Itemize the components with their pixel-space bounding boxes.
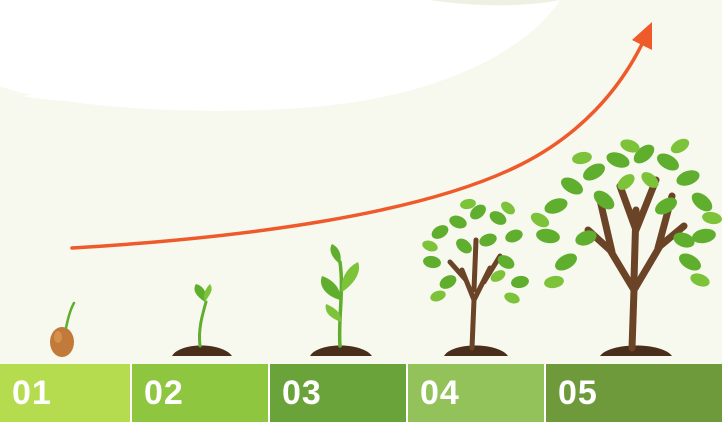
seed-icon xyxy=(50,301,76,357)
stage-2-segment: 02 xyxy=(132,364,270,422)
stage-1-label: 01 xyxy=(12,373,52,412)
stage-3-segment: 03 xyxy=(270,364,408,422)
stage-2-label: 02 xyxy=(144,373,184,412)
stage-5-segment: 05 xyxy=(546,364,722,422)
stage-5-label: 05 xyxy=(558,373,598,412)
stage-4-label: 04 xyxy=(420,373,460,412)
illustration xyxy=(0,0,722,357)
seedling-icon xyxy=(310,244,372,356)
sprout-icon xyxy=(172,284,232,356)
stage-1-segment: 01 xyxy=(0,364,132,422)
grown-tree-icon xyxy=(530,138,722,356)
young-tree-icon xyxy=(422,198,529,356)
stage-number-bar: 01 02 03 04 05 xyxy=(0,364,722,422)
stage-4-segment: 04 xyxy=(408,364,546,422)
stage-3-label: 03 xyxy=(282,373,322,412)
growth-arrow-icon xyxy=(70,22,652,250)
cloud-background xyxy=(0,0,560,111)
